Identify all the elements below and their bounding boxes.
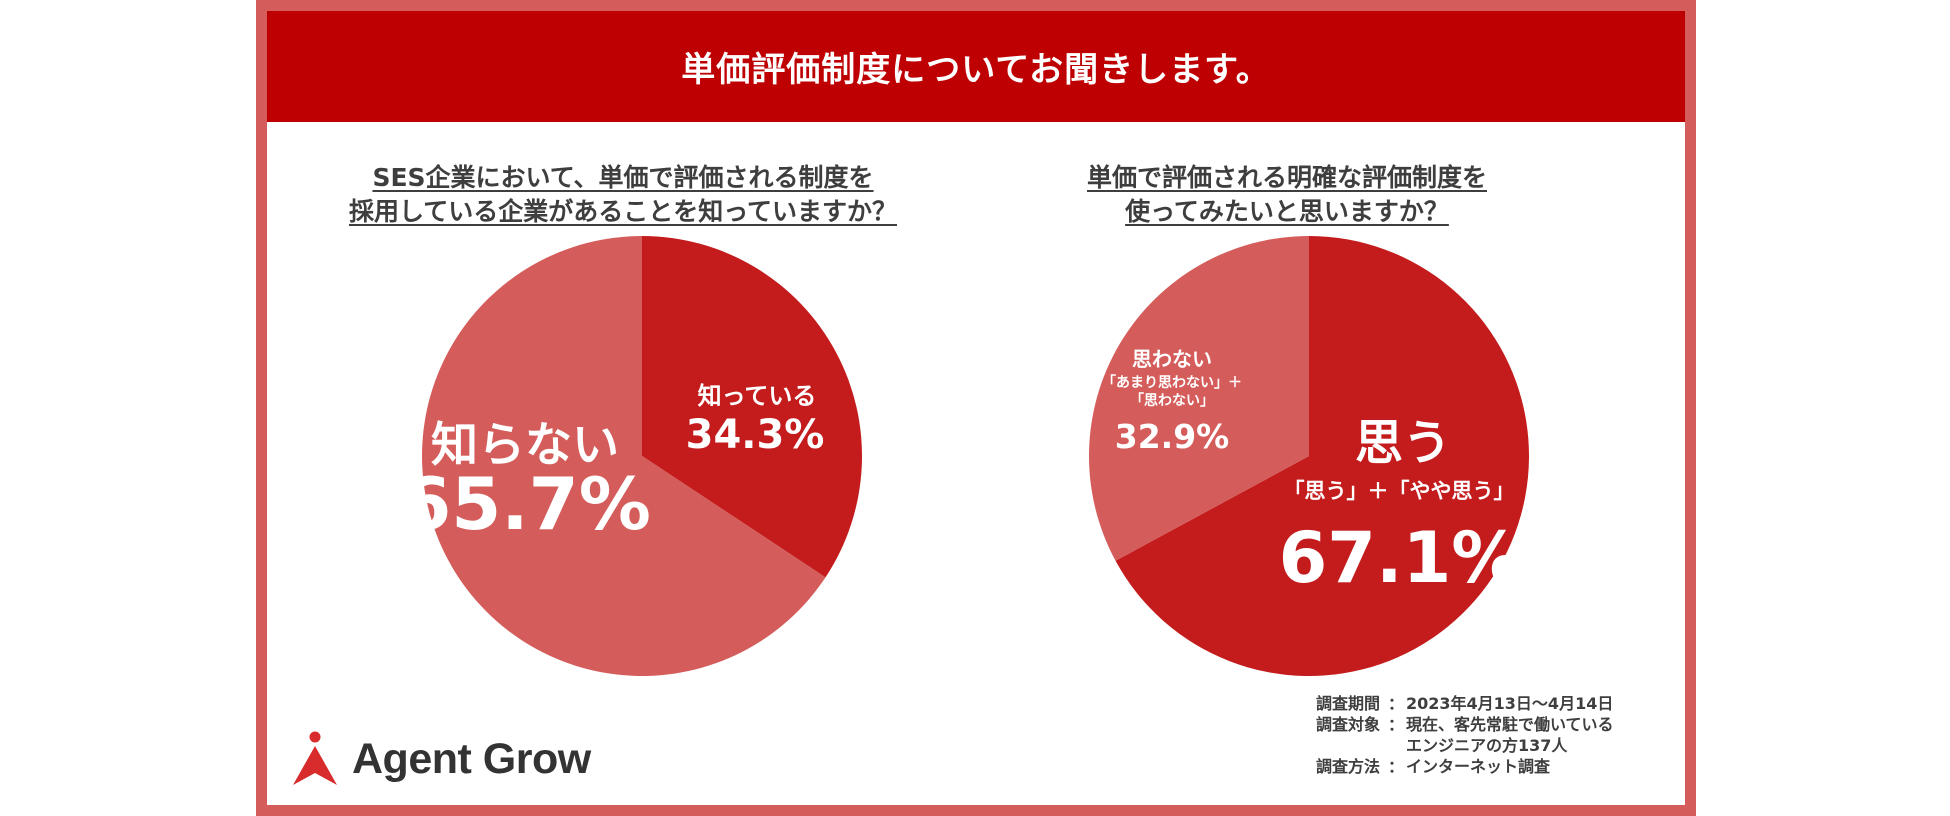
header-banner: 単価評価制度についてお聞きします。 — [267, 11, 1685, 122]
pie2-slice-label-yes: 思う — [1355, 415, 1451, 471]
agent-grow-logo-icon — [293, 731, 337, 785]
pie2-slice-sublabel-yes: 「思う」＋「やや思う」 — [1284, 479, 1515, 503]
pie1-slice-value-knows: 34.3% — [686, 412, 825, 458]
chart1-question-line-1: SES企業において、単価で評価される制度を — [372, 163, 874, 192]
chart2-question: 単価で評価される明確な評価制度を 使ってみたいと思いますか？ — [977, 161, 1597, 229]
page-title: 単価評価制度についてお聞きします。 — [681, 50, 1271, 90]
survey-value-target: 現在、客先常駐で働いている エンジニアの方137人 — [1406, 714, 1614, 756]
pie2-slice-label-no: 思わない — [1132, 347, 1212, 371]
pie-chart-awareness: 知っている 34.3% 知らない 65.7% — [401, 236, 862, 676]
survey-row-target: 調査対象 ： 現在、客先常駐で働いている エンジニアの方137人 — [1316, 714, 1614, 756]
pie1-slice-label-knows: 知っている — [698, 382, 817, 410]
survey-key-period: 調査期間 — [1316, 694, 1381, 713]
survey-value-period: 2023年4月13日〜4月14日 — [1406, 694, 1614, 713]
pie1-slice-label-unaware: 知らない — [431, 418, 619, 473]
pie-chart-intention: 思う 「思う」＋「やや思う」 67.1% 思わない 「あまり思わない」＋ 「思わ… — [1089, 236, 1529, 676]
survey-value-target-line-1: 現在、客先常駐で働いている — [1406, 715, 1614, 734]
pie2-slice-value-yes: 67.1% — [1279, 517, 1522, 599]
pie1-slice-unaware — [422, 236, 826, 676]
survey-info: 調査期間 ： 2023年4月13日〜4月14日 調査対象 ： 現在、客先常駐で働… — [1316, 693, 1614, 777]
survey-value-target-line-2: エンジニアの方137人 — [1406, 736, 1568, 755]
chart1-question-line-2: 採用している企業があることを知っていますか？ — [348, 197, 897, 226]
brand-name: Agent Grow — [352, 734, 591, 783]
survey-colon: ： — [1388, 757, 1405, 776]
survey-key-target: 調査対象 — [1316, 715, 1381, 734]
pie1-slice-knows — [642, 236, 862, 578]
infographic-frame: 単価評価制度についてお聞きします。 SES企業において、単価で評価される制度を … — [256, 0, 1696, 816]
brand-logo: Agent Grow — [292, 731, 591, 787]
pie1-slice-value-unaware: 65.7% — [401, 462, 651, 546]
pie2-slice-sublabel-no-line-1: 「あまり思わない」＋ — [1102, 374, 1242, 391]
pie2-slices — [1089, 236, 1529, 676]
pie2-slice-sublabel-no-line-2: 「思わない」 — [1130, 392, 1214, 409]
survey-value-method: インターネット調査 — [1406, 757, 1551, 776]
pie1-slices — [422, 236, 862, 676]
chart2-question-line-2: 使ってみたいと思いますか？ — [1125, 197, 1449, 226]
survey-colon: ： — [1388, 694, 1405, 713]
pie2-slice-value-no: 32.9% — [1115, 417, 1230, 456]
pie2-slice-no — [1089, 236, 1309, 561]
survey-row-method: 調査方法 ： インターネット調査 — [1316, 756, 1614, 777]
chart1-question: SES企業において、単価で評価される制度を 採用している企業があることを知ってい… — [317, 161, 929, 229]
survey-key-method: 調査方法 — [1316, 757, 1381, 776]
survey-colon: ： — [1388, 715, 1405, 734]
pie2-slice-yes — [1115, 236, 1529, 676]
survey-row-period: 調査期間 ： 2023年4月13日〜4月14日 — [1316, 693, 1614, 714]
chart2-question-line-1: 単価で評価される明確な評価制度を — [1086, 163, 1487, 192]
